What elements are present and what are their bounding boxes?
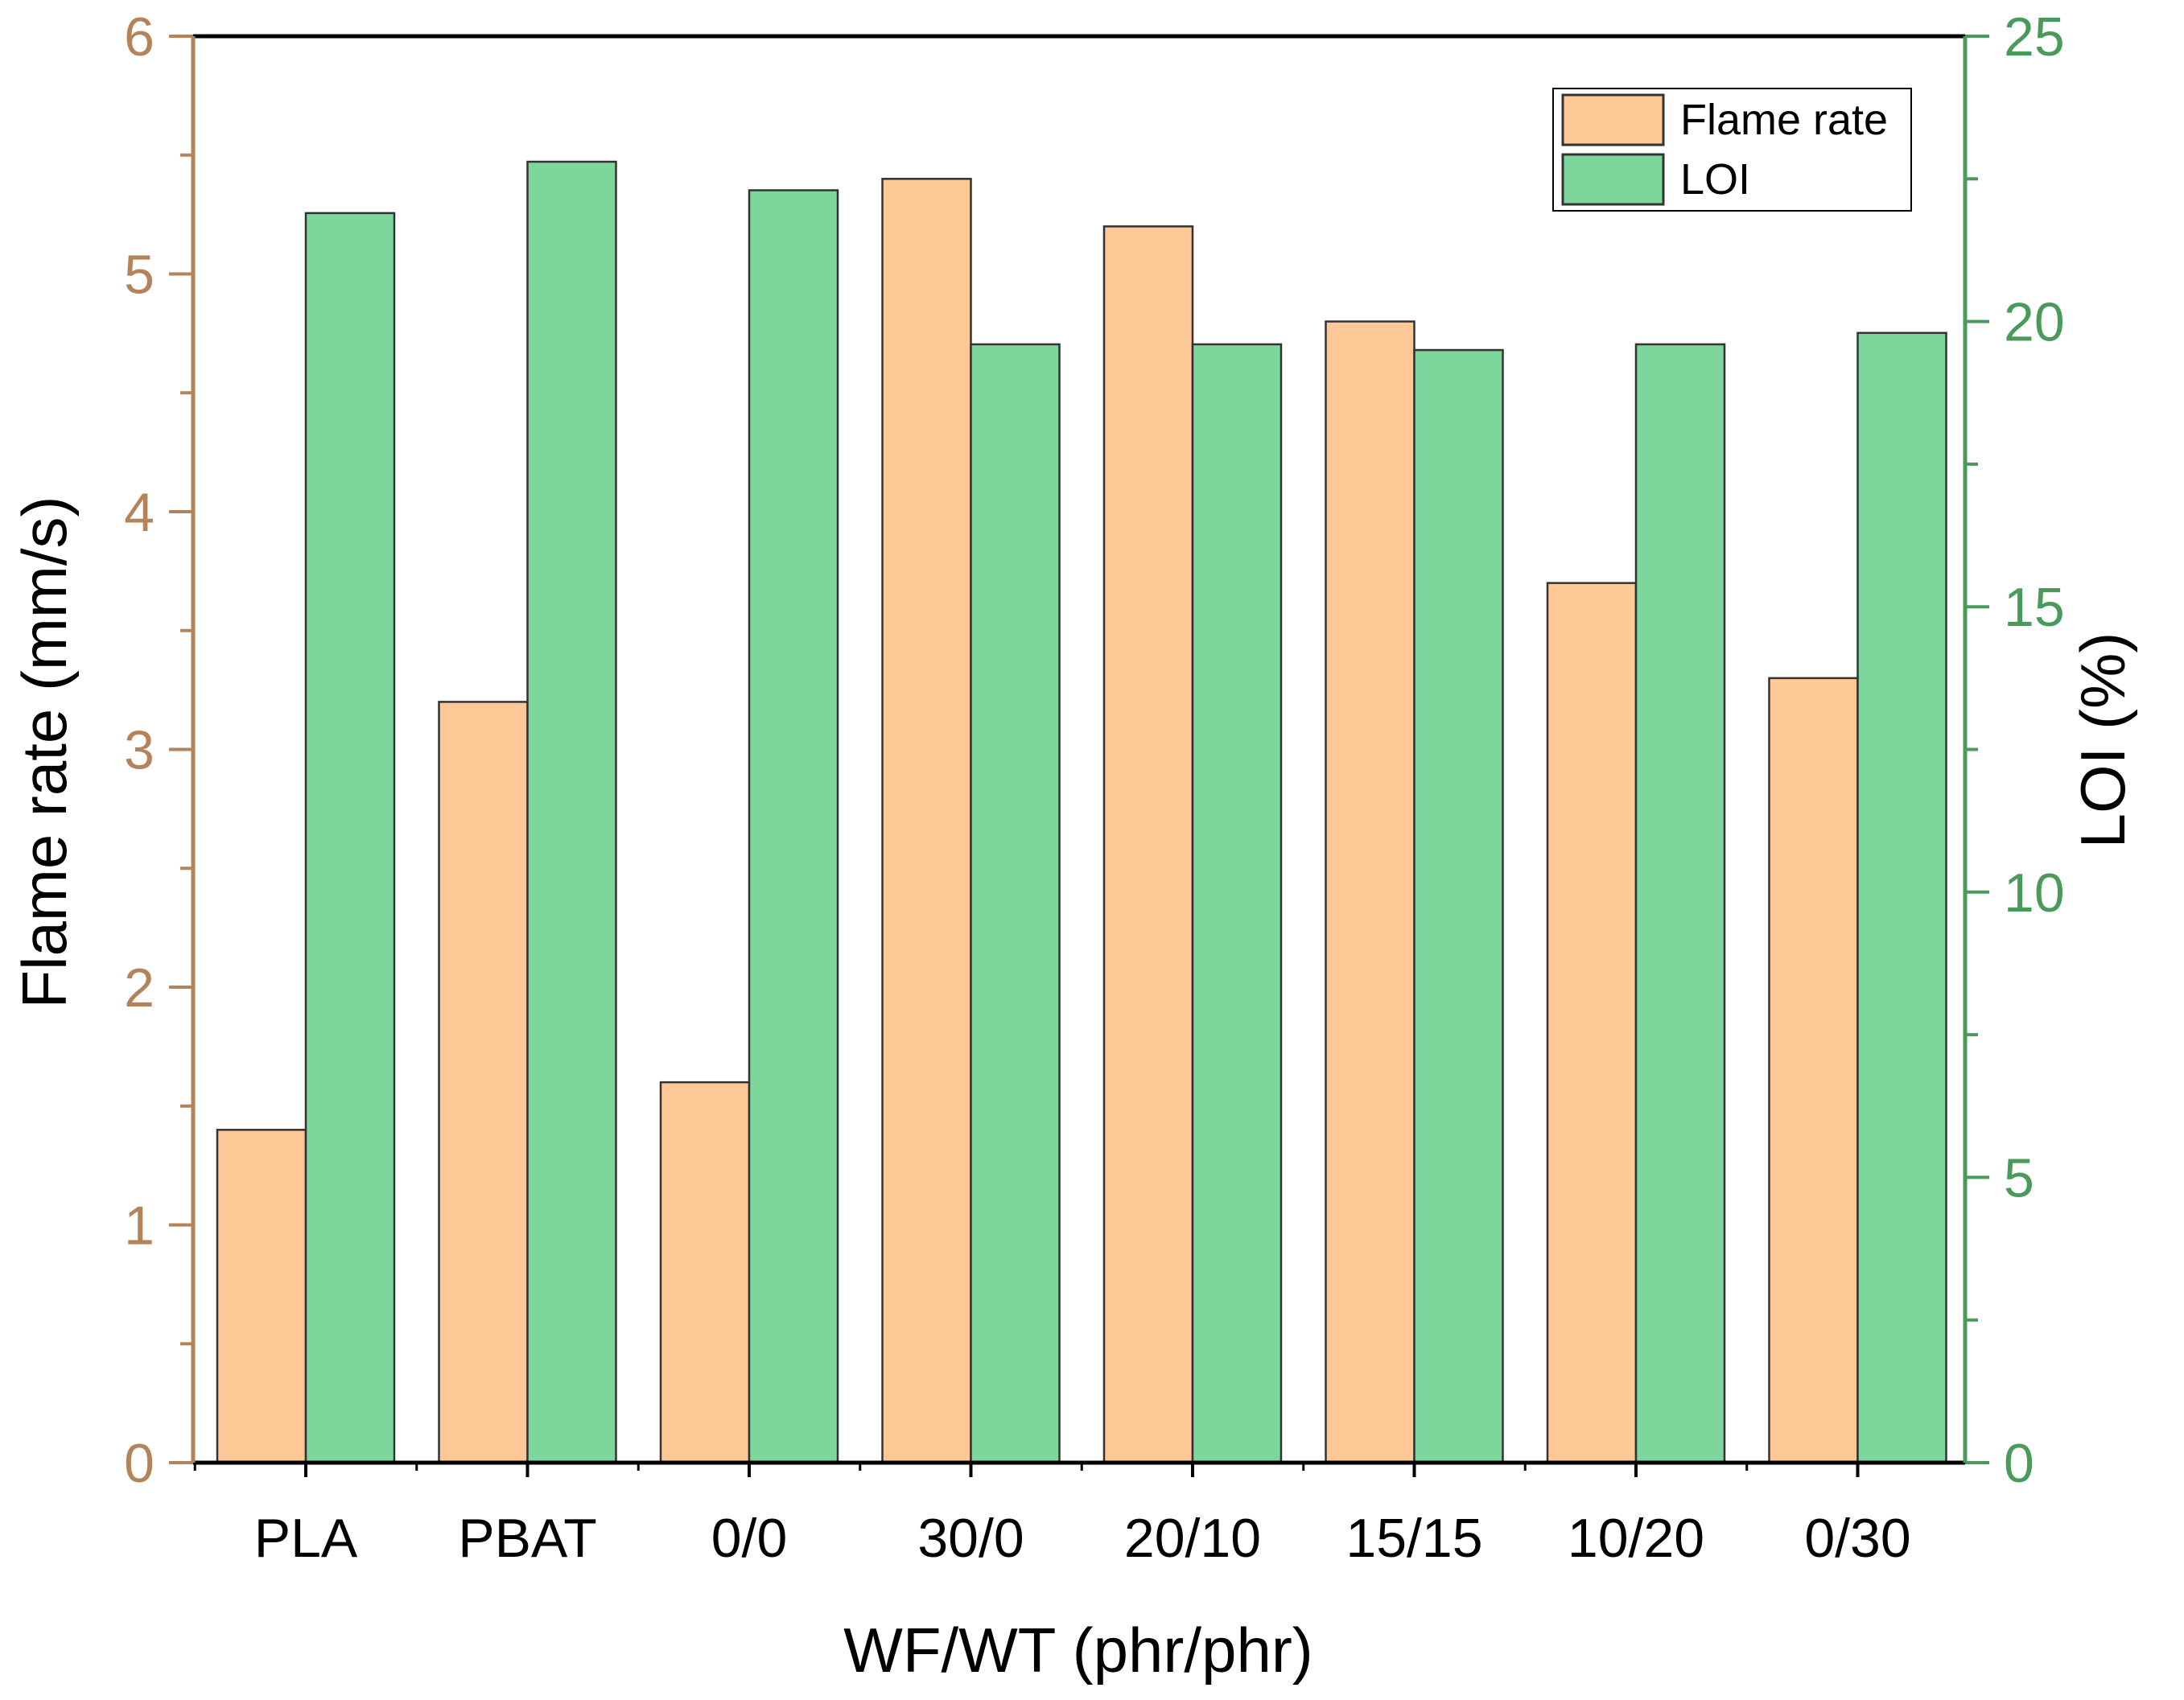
bar-loi-30-0 (970, 343, 1061, 1464)
y-right-tick-label: 25 (2004, 6, 2065, 68)
legend-swatch-loi (1561, 153, 1665, 206)
bar-loi-PLA (304, 212, 396, 1464)
y-left-tick-label: 6 (124, 6, 155, 68)
legend: Flame rate LOI (1552, 88, 1912, 212)
x-tick-label: 20/10 (1124, 1508, 1261, 1569)
bar-flame-rate-PLA (216, 1129, 307, 1464)
bar-flame-rate-20-10 (1102, 225, 1194, 1464)
bar-flame-rate-15-15 (1325, 320, 1415, 1464)
x-tick-label: PLA (254, 1508, 358, 1569)
legend-swatch-flame-rate (1561, 93, 1665, 146)
x-tick-label: 10/20 (1568, 1508, 1704, 1569)
y-left-tick-label: 1 (124, 1196, 155, 1257)
y-right-tick-label: 10 (2004, 862, 2065, 924)
y-left-tick-label: 2 (124, 957, 155, 1019)
y-left-tick-label: 5 (124, 245, 155, 306)
y-right-tick-label: 15 (2004, 577, 2065, 638)
y-axis-left-title: Flame rate (mm/s) (9, 496, 80, 1008)
x-tick-label: 15/15 (1345, 1508, 1482, 1569)
y-left-tick-label: 4 (124, 482, 155, 543)
x-tick-label: PBAT (458, 1508, 597, 1569)
y-left-tick-label: 0 (124, 1433, 155, 1494)
legend-label-flame-rate: Flame rate (1680, 96, 1888, 144)
bar-flame-rate-PBAT (438, 701, 529, 1464)
ticks-group: PLA PBAT 0/0 30/0 20/10 15/15 10/20 0/30 0 1 2 3 4 5 6… (124, 6, 2064, 1569)
y-right-tick-label: 0 (2004, 1433, 2034, 1494)
y-left-tick-label: 3 (124, 720, 155, 781)
y-right-tick-label: 5 (2004, 1147, 2034, 1208)
x-tick-label: 0/0 (711, 1508, 788, 1569)
bar-flame-rate-0-30 (1768, 677, 1859, 1464)
bar-loi-PBAT (526, 160, 617, 1464)
x-tick-label: 30/0 (917, 1508, 1024, 1569)
bar-flame-rate-10-20 (1546, 582, 1638, 1464)
bar-loi-10-20 (1634, 343, 1726, 1464)
bars-group (216, 160, 1947, 1464)
y-right-tick-label: 20 (2004, 292, 2065, 353)
x-axis-title: WF/WT (phr/phr) (843, 1615, 1313, 1686)
bar-loi-15-15 (1413, 348, 1504, 1464)
bar-loi-20-10 (1191, 343, 1283, 1464)
legend-label-loi: LOI (1680, 155, 1750, 204)
x-tick-label: 0/30 (1804, 1508, 1910, 1569)
bar-flame-rate-0-0 (659, 1081, 751, 1464)
bar-loi-0-0 (748, 189, 839, 1464)
bar-loi-0-30 (1856, 331, 1947, 1464)
bar-flame-rate-30-0 (881, 178, 972, 1464)
y-axis-right-title: LOI (%) (2067, 632, 2138, 849)
